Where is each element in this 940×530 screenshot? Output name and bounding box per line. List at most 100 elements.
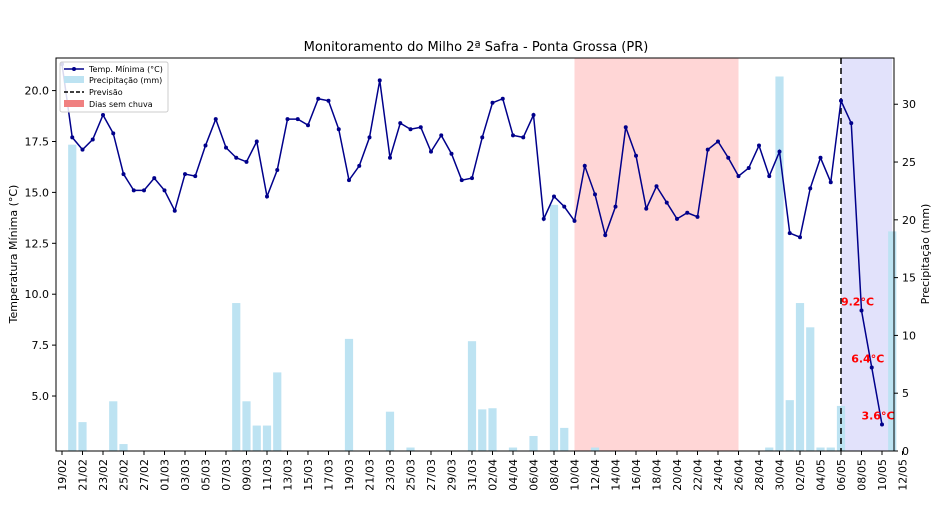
precipitation-bars [68, 76, 897, 452]
y-left-tick-label: 5.0 [32, 390, 50, 403]
x-tick-label: 29/03 [446, 459, 459, 491]
x-tick-label: 25/03 [405, 459, 418, 491]
x-tick-label: 12/05 [897, 459, 910, 491]
forecast-point [880, 422, 884, 427]
precip-bar [344, 338, 354, 451]
x-tick-label: 04/05 [815, 459, 828, 491]
x-tick-label: 14/04 [610, 459, 623, 491]
y-right-tick-label: 0 [902, 445, 909, 458]
temp-point [398, 121, 403, 126]
precip-bar [765, 447, 774, 451]
temp-point [367, 135, 372, 140]
temp-point [316, 96, 321, 101]
x-tick-label: 06/04 [528, 459, 541, 491]
y-right-tick-label: 20 [902, 214, 916, 227]
legend-label: Previsão [89, 88, 123, 97]
temp-point [654, 184, 659, 189]
precip-bar [816, 447, 825, 451]
temp-point [511, 133, 515, 138]
temp-point [203, 143, 208, 148]
y-right-tick-label: 10 [902, 329, 916, 342]
x-tick-label: 08/04 [548, 459, 561, 491]
temp-point [552, 194, 556, 199]
chart-title: Monitoramento do Milho 2ª Safra - Ponta … [304, 40, 649, 55]
precip-bar [273, 372, 282, 451]
x-tick-label: 10/05 [876, 459, 889, 491]
temp-point [798, 235, 802, 240]
x-tick-label: 22/04 [692, 459, 705, 491]
legend-label: Temp. Mínima (°C) [88, 65, 163, 74]
y-right-tick-label: 5 [902, 387, 909, 400]
temp-point [531, 113, 536, 118]
temp-point [121, 172, 126, 177]
x-tick-label: 08/05 [856, 459, 869, 491]
temp-point [142, 188, 146, 193]
temp-point [275, 167, 280, 172]
precip-bar [560, 427, 569, 451]
temp-point [695, 214, 700, 219]
temp-point [285, 117, 290, 122]
legend-swatch-precip [64, 76, 84, 83]
temp-point [787, 231, 792, 236]
temp-point [541, 216, 546, 221]
precip-bar [385, 411, 395, 451]
precip-bar [119, 444, 128, 451]
temp-point [172, 208, 177, 213]
legend-swatch-dry-days [64, 100, 84, 107]
temp-point [808, 186, 813, 191]
temp-point [70, 135, 75, 140]
temp-point [634, 153, 638, 158]
temp-point [480, 135, 485, 140]
temp-point [152, 176, 157, 181]
forecast-annotation: 9.2°C [841, 295, 874, 308]
temp-point [736, 174, 741, 179]
temp-point [90, 137, 95, 142]
temp-point [521, 135, 526, 140]
temp-point [234, 155, 239, 160]
temp-point [593, 192, 597, 197]
temp-point [757, 143, 761, 148]
temp-point [162, 188, 167, 193]
temp-point [613, 204, 618, 209]
y-right-tick-label: 15 [902, 272, 916, 285]
precip-bar [467, 341, 477, 451]
precip-bar [68, 144, 77, 452]
forecast-point [859, 308, 864, 313]
precip-bar [785, 400, 794, 451]
precip-bar [806, 327, 815, 451]
legend-marker-temp [72, 67, 76, 71]
x-tick-label: 21/02 [77, 459, 90, 491]
precip-bar [78, 422, 87, 451]
forecast-annotation: 6.4°C [851, 353, 884, 366]
temp-point [429, 149, 433, 154]
precip-bar [549, 204, 559, 451]
precip-bar [508, 447, 518, 451]
temp-point [131, 188, 136, 193]
x-tick-label: 28/04 [753, 459, 766, 491]
x-tick-label: 19/03 [343, 459, 356, 491]
temperature-lines [60, 58, 884, 451]
y-axis-right-label: Precipitação (mm) [919, 204, 932, 305]
x-tick-label: 07/03 [220, 459, 233, 491]
x-tick-label: 06/05 [835, 459, 848, 491]
temp-min-line [61, 64, 832, 239]
left-axis: 5.0 7.5 10.0 12.5 15.0 17.5 20.0 [25, 85, 56, 403]
x-tick-label: 26/04 [733, 459, 746, 491]
y-left-tick-label: 12.5 [25, 237, 50, 250]
temp-point [705, 147, 710, 152]
temp-point [408, 127, 413, 132]
temp-point [213, 117, 218, 122]
precip-bar [488, 408, 497, 451]
forecast-point [869, 365, 874, 370]
temp-point [603, 233, 608, 238]
x-axis: 19/02 21/02 23/02 25/02 27/02 01/03 03/03 05/03… [56, 451, 910, 491]
temp-point [675, 216, 679, 221]
temp-point [183, 172, 187, 177]
temp-point [644, 206, 649, 211]
x-tick-label: 13/03 [282, 459, 295, 491]
x-tick-label: 23/02 [97, 459, 110, 491]
temp-point [295, 117, 300, 122]
y-axis-left-label: Temperatura Mínima (°C) [7, 185, 20, 325]
x-tick-label: 02/05 [794, 459, 807, 491]
